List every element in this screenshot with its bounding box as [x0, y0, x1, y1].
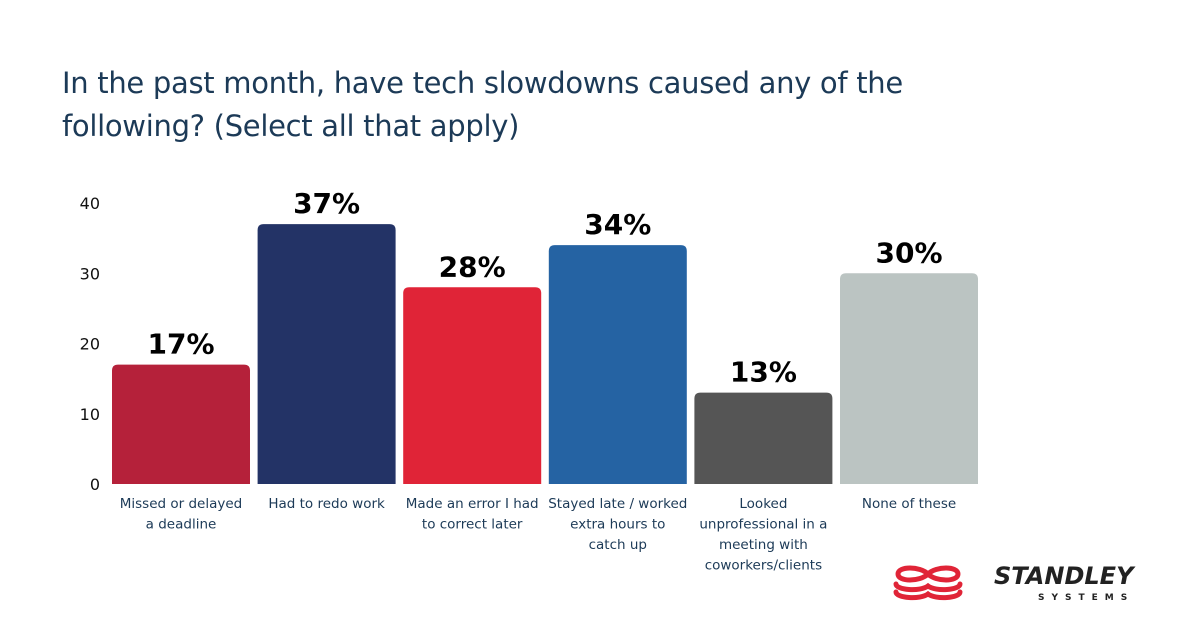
category-label-line: extra hours to: [570, 517, 665, 533]
category-label-line: Made an error I had: [406, 496, 539, 512]
bar: [257, 224, 396, 484]
category-labels: Missed or delayed a deadline Had to redo w…: [120, 496, 956, 574]
category-label-line: to correct later: [422, 517, 523, 533]
y-tick-label: 0: [90, 475, 100, 494]
infinity-stack-logo-icon: [893, 565, 963, 601]
bar: [403, 287, 542, 484]
category-label: Made an error I had to correct later: [406, 496, 539, 533]
category-label-line: Stayed late / worked: [548, 496, 687, 512]
data-label: 13%: [730, 356, 797, 389]
bar: [112, 364, 250, 484]
category-label-line: Had to redo work: [268, 496, 385, 512]
bars: [112, 224, 978, 484]
data-labels: 17% 37% 28% 34% 13% 30%: [147, 187, 942, 389]
category-label-line: a deadline: [146, 517, 217, 533]
category-label: Had to redo work: [268, 496, 385, 512]
brand-name: STANDLEY: [994, 562, 1136, 590]
data-label: 37%: [293, 187, 360, 220]
category-label-line: meeting with: [719, 537, 808, 553]
y-axis: 0 10 20 30 40: [80, 194, 100, 494]
category-label: Stayed late / worked extra hours to catch …: [548, 496, 687, 553]
category-label: Missed or delayed a deadline: [120, 496, 243, 533]
chart-title: In the past month, have tech slowdowns c…: [62, 66, 903, 143]
category-label-line: coworkers/clients: [705, 558, 822, 574]
y-tick-label: 20: [80, 335, 100, 354]
brand-sub: SYSTEMS: [1038, 593, 1134, 603]
category-label: Looked unprofessional in a meeting with cow…: [699, 496, 827, 574]
data-label: 28%: [439, 250, 506, 283]
data-label: 17%: [147, 328, 214, 361]
standley-systems-logo: STANDLEY SYSTEMS: [890, 560, 1170, 604]
category-label-line: catch up: [589, 537, 647, 553]
data-label: 34%: [584, 208, 651, 241]
category-label-line: None of these: [862, 496, 956, 512]
bar: [548, 245, 687, 484]
category-label-line: unprofessional in a: [699, 517, 827, 533]
y-tick-label: 40: [80, 194, 100, 213]
data-label: 30%: [875, 236, 942, 269]
y-tick-label: 30: [80, 264, 100, 283]
bar: [694, 392, 833, 484]
category-label: None of these: [862, 496, 956, 512]
y-tick-label: 10: [80, 405, 100, 424]
category-label-line: Looked: [739, 496, 787, 512]
category-label-line: Missed or delayed: [120, 496, 243, 512]
bar: [840, 273, 978, 484]
